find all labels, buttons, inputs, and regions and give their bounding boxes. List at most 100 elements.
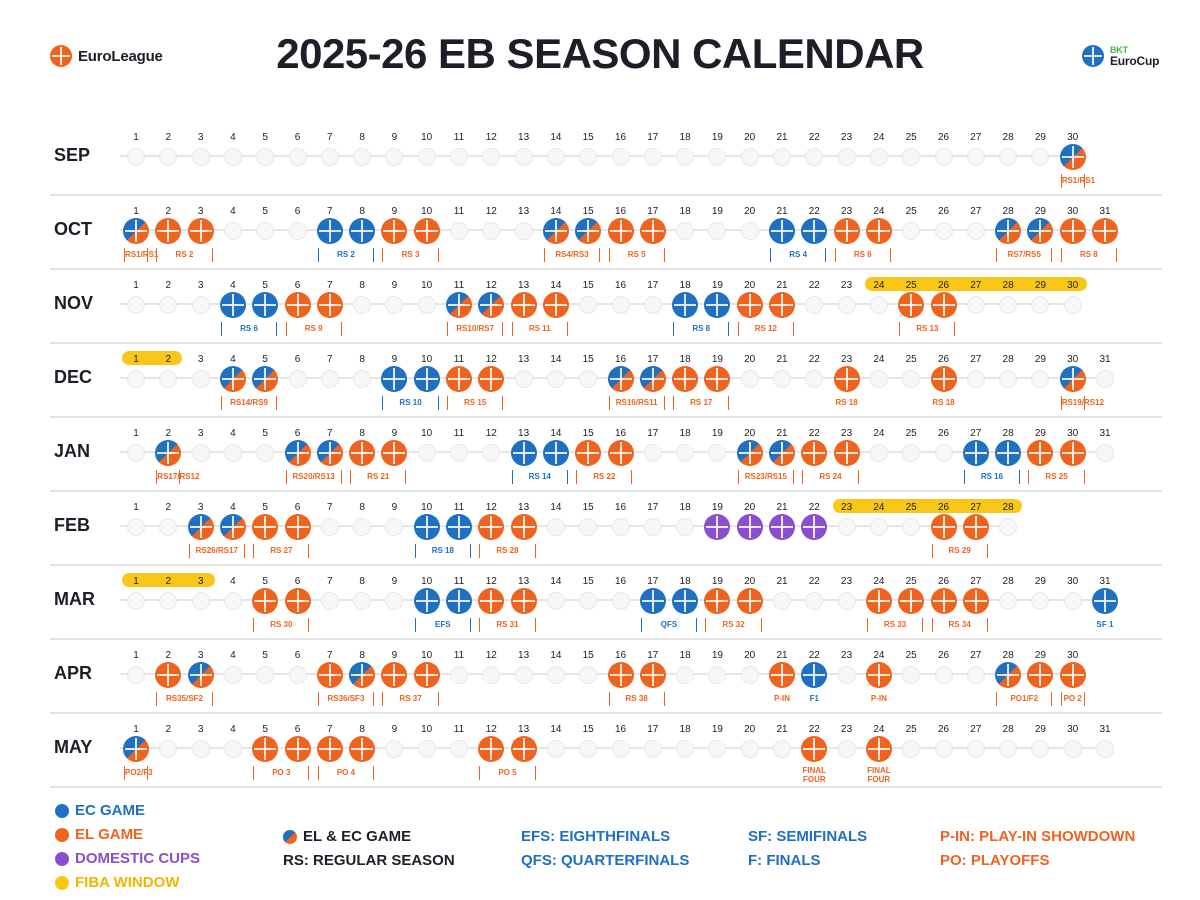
day-cell[interactable]: 24 [863,418,895,490]
day-cell[interactable]: 26 [928,196,960,268]
day-cell[interactable]: 6 [282,418,314,490]
day-cell[interactable]: 8 [346,270,378,342]
day-cell[interactable]: 30 [1057,196,1089,268]
day-cell[interactable]: 4 [217,270,249,342]
day-cell[interactable]: 16 [605,714,637,786]
day-cell[interactable]: 11 [443,270,475,342]
day-cell[interactable]: 11 [443,344,475,416]
day-cell[interactable]: 8 [346,492,378,564]
day-cell[interactable]: 16 [605,418,637,490]
day-cell[interactable]: 24 [863,492,895,564]
day-cell[interactable]: 12 [475,344,507,416]
day-cell[interactable]: 15 [572,196,604,268]
day-cell[interactable]: 3 [185,566,217,638]
day-cell[interactable]: 13 [508,196,540,268]
day-cell[interactable]: 16 [605,566,637,638]
day-cell[interactable]: 22 [798,566,830,638]
day-cell[interactable]: 13 [508,270,540,342]
day-cell[interactable]: 26 [928,714,960,786]
day-cell[interactable]: 19 [701,492,733,564]
day-cell[interactable]: 11 [443,714,475,786]
day-cell[interactable]: 28 [992,270,1024,342]
day-cell[interactable]: 20 [734,122,766,194]
day-cell[interactable]: 2 [152,270,184,342]
day-cell[interactable]: 22 [798,418,830,490]
day-cell[interactable]: 3 [185,270,217,342]
day-cell[interactable]: 6 [282,270,314,342]
day-cell[interactable]: 30 [1057,566,1089,638]
day-cell[interactable]: 16 [605,640,637,712]
day-cell[interactable]: 25 [895,640,927,712]
day-cell[interactable]: 24 [863,640,895,712]
day-cell[interactable]: 12 [475,270,507,342]
day-cell[interactable]: 2 [152,492,184,564]
day-cell[interactable]: 20 [734,196,766,268]
day-cell[interactable]: 16 [605,196,637,268]
day-cell[interactable]: 9 [378,714,410,786]
day-cell[interactable]: 21 [766,418,798,490]
day-cell[interactable]: 9 [378,196,410,268]
day-cell[interactable]: 25 [895,714,927,786]
day-cell[interactable]: 25 [895,566,927,638]
day-cell[interactable]: 4 [217,714,249,786]
day-cell[interactable]: 15 [572,344,604,416]
day-cell[interactable]: 20 [734,418,766,490]
day-cell[interactable]: 28 [992,566,1024,638]
day-cell[interactable]: 1 [120,196,152,268]
day-cell[interactable]: 20 [734,270,766,342]
day-cell[interactable]: 1 [120,270,152,342]
day-cell[interactable]: 5 [249,714,281,786]
day-cell[interactable]: 13 [508,566,540,638]
day-cell[interactable]: 28 [992,344,1024,416]
day-cell[interactable]: 7 [314,418,346,490]
day-cell[interactable]: 17 [637,270,669,342]
day-cell[interactable]: 6 [282,640,314,712]
day-cell[interactable]: 11 [443,196,475,268]
day-cell[interactable]: 29 [1024,122,1056,194]
day-cell[interactable]: 16 [605,492,637,564]
day-cell[interactable]: 10 [411,418,443,490]
day-cell[interactable]: 21 [766,344,798,416]
day-cell[interactable]: 17 [637,714,669,786]
day-cell[interactable]: 9 [378,492,410,564]
day-cell[interactable]: 7 [314,566,346,638]
day-cell[interactable]: 6 [282,492,314,564]
day-cell[interactable]: 12 [475,714,507,786]
day-cell[interactable]: 27 [960,492,992,564]
day-cell[interactable]: 10 [411,270,443,342]
day-cell[interactable]: 7 [314,344,346,416]
day-cell[interactable]: 14 [540,344,572,416]
day-cell[interactable]: 21 [766,196,798,268]
day-cell[interactable]: 14 [540,492,572,564]
day-cell[interactable]: 29 [1024,418,1056,490]
day-cell[interactable]: 18 [669,270,701,342]
day-cell[interactable]: 23 [831,566,863,638]
day-cell[interactable]: 1 [120,344,152,416]
day-cell[interactable]: 23 [831,196,863,268]
day-cell[interactable]: 28 [992,492,1024,564]
day-cell[interactable]: 10 [411,714,443,786]
day-cell[interactable]: 19 [701,122,733,194]
day-cell[interactable]: 17 [637,640,669,712]
day-cell[interactable]: 5 [249,196,281,268]
day-cell[interactable]: 12 [475,566,507,638]
day-cell[interactable]: 19 [701,196,733,268]
day-cell[interactable]: 5 [249,270,281,342]
day-cell[interactable]: 15 [572,122,604,194]
day-cell[interactable]: 3 [185,714,217,786]
day-cell[interactable]: 13 [508,492,540,564]
day-cell[interactable]: 27 [960,270,992,342]
day-cell[interactable]: 4 [217,344,249,416]
day-cell[interactable]: 29 [1024,196,1056,268]
day-cell[interactable]: 3 [185,122,217,194]
day-cell[interactable]: 12 [475,492,507,564]
day-cell[interactable]: 18 [669,492,701,564]
day-cell[interactable]: 20 [734,566,766,638]
day-cell[interactable]: 10 [411,566,443,638]
day-cell[interactable]: 25 [895,196,927,268]
day-cell[interactable]: 10 [411,492,443,564]
day-cell[interactable]: 21 [766,492,798,564]
day-cell[interactable]: 17 [637,344,669,416]
day-cell[interactable]: 11 [443,418,475,490]
day-cell[interactable]: 17 [637,566,669,638]
